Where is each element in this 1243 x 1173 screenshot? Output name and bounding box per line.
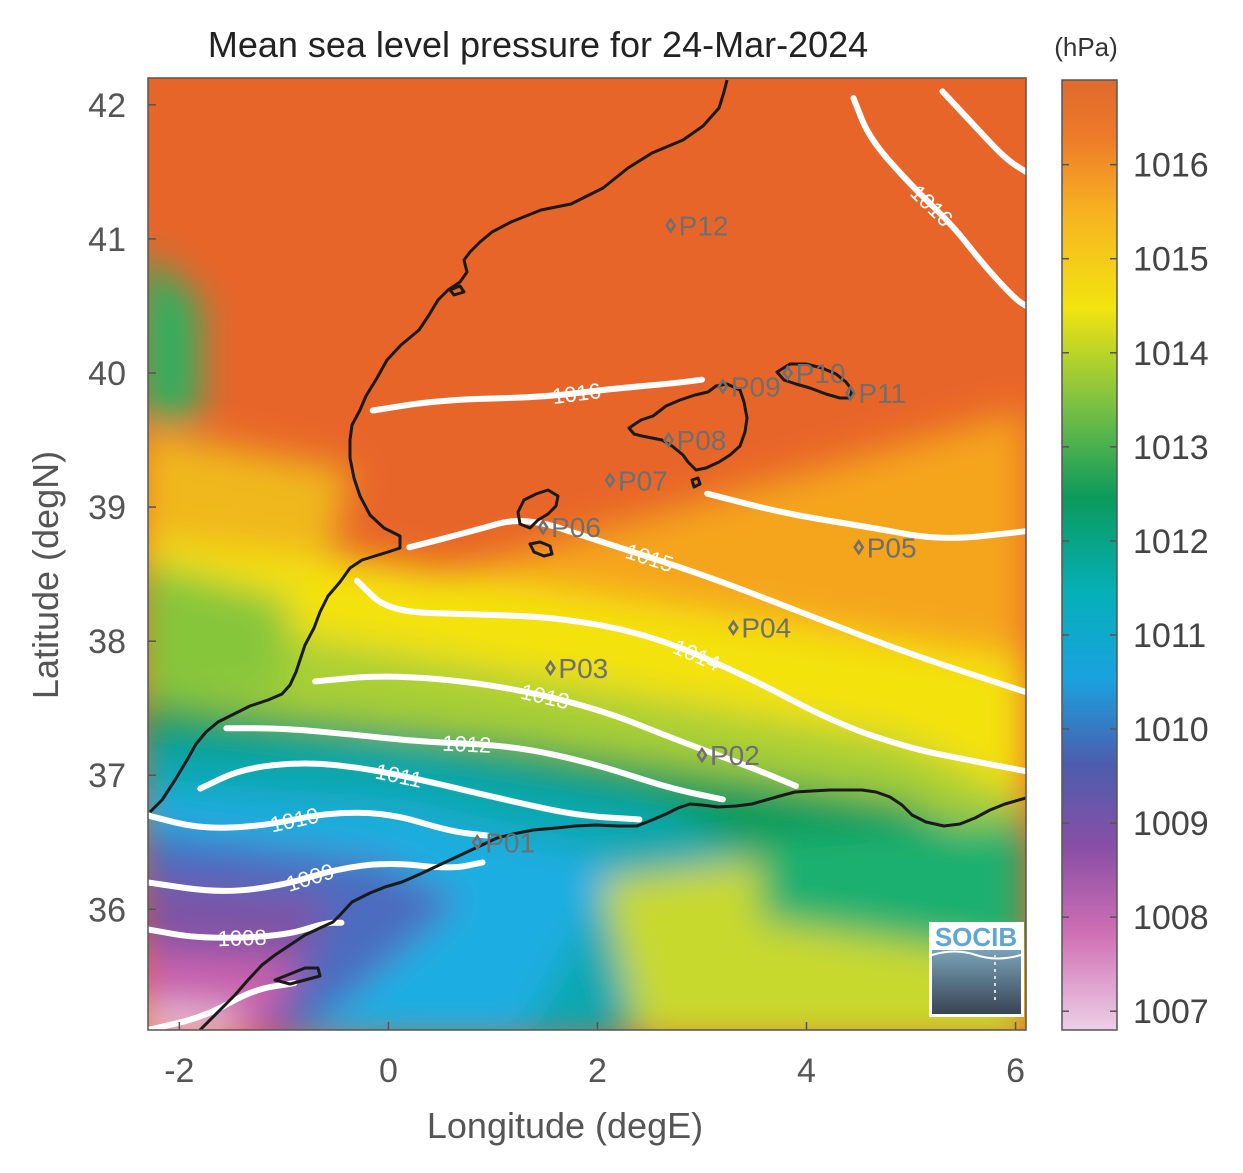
x-tick-label: -2	[164, 1052, 194, 1090]
colorbar-tick-label: 1014	[1133, 335, 1209, 373]
colorbar-tick-label: 1016	[1133, 147, 1209, 185]
isobar-1013	[312, 673, 799, 789]
chart-title: Mean sea level pressure for 24-Mar-2024	[208, 24, 868, 65]
station-label: P01	[485, 827, 535, 858]
station-marker	[663, 431, 675, 449]
y-tick-label: 36	[88, 891, 126, 929]
x-axis-ticks: -2 0 2 4 6	[164, 1022, 1025, 1090]
isobar-1014	[354, 577, 1026, 775]
colorbar: 1007 1008 1009 1010 1011 1012 1013 1014 1015 1016…	[1054, 32, 1208, 1031]
station-label: P09	[731, 371, 781, 402]
station-marker	[853, 539, 865, 556]
colorbar-ticks: 1007 1008 1009 1010 1011 1012 1013 1014 1015 1016	[1062, 147, 1209, 1031]
colorbar-tick-label: 1008	[1133, 899, 1209, 937]
isobar-label-group: 1016	[551, 378, 603, 409]
station-label: P06	[551, 512, 601, 543]
cabrera-island	[690, 476, 702, 489]
isobar-1016	[850, 95, 1026, 309]
station-marker	[665, 217, 677, 234]
station-label: P10	[796, 358, 846, 389]
isobar-1017	[939, 88, 1026, 175]
station-label: P12	[679, 210, 729, 241]
x-tick-label: 2	[588, 1052, 607, 1090]
isobar-label: 1016	[551, 378, 603, 409]
isobar-1015	[406, 518, 1026, 696]
station-label: P05	[867, 532, 917, 563]
station-label: P03	[558, 653, 608, 684]
colorbar-gradient	[1061, 79, 1118, 1031]
y-tick-label: 37	[88, 757, 126, 795]
isobar-label-group: 1008	[217, 925, 267, 952]
socib-logo: SOCIB	[929, 922, 1024, 1017]
y-tick-label: 40	[88, 355, 126, 393]
map-frame	[147, 77, 1027, 1031]
alboran-island	[273, 966, 322, 986]
x-axis-label: Longitude (degE)	[427, 1105, 703, 1146]
colorbar-tick-label: 1007	[1133, 993, 1209, 1031]
station-marker	[604, 472, 616, 489]
ibiza-island	[516, 488, 560, 530]
station-label: P02	[710, 740, 760, 771]
y-axis-ticks: 36 37 38 39 40 41 42	[88, 87, 156, 929]
y-tick-label: 39	[88, 489, 126, 527]
mallorca-island	[627, 382, 749, 472]
colorbar-tick-label: 1012	[1133, 523, 1209, 561]
isobar-label-group: 1012	[442, 731, 492, 758]
formentera-island	[528, 540, 554, 558]
x-tick-label: 4	[797, 1052, 816, 1090]
colorbar-tick-label: 1015	[1133, 241, 1209, 279]
y-tick-label: 42	[88, 87, 126, 125]
station-marker	[544, 659, 556, 677]
y-tick-label: 41	[88, 221, 126, 259]
station-marker	[717, 378, 729, 395]
station-marker	[727, 619, 739, 636]
map-area: 1008100910101011101210131014101510161016…	[147, 77, 1027, 1031]
colorbar-tick-label: 1011	[1133, 617, 1206, 655]
isobar-1016	[704, 490, 1026, 541]
isobar-1008	[148, 980, 298, 1030]
station-marker	[471, 834, 483, 851]
isobar-1008	[148, 919, 345, 941]
mainland-coastline	[148, 79, 729, 814]
station-marker	[537, 518, 549, 536]
y-axis-label: Latitude (degN)	[25, 451, 66, 699]
colorbar-tick-label: 1013	[1133, 429, 1209, 467]
x-tick-label: 6	[1006, 1052, 1025, 1090]
station-label: P11	[858, 378, 906, 409]
isobar-1010	[148, 809, 491, 839]
station-marker	[782, 364, 794, 382]
north-africa-coastline	[198, 788, 1026, 1030]
colorbar-tick-label: 1009	[1133, 805, 1209, 843]
station-label: P08	[677, 425, 727, 456]
y-tick-label: 38	[88, 623, 126, 661]
station-marker	[844, 384, 856, 402]
menorca-island	[775, 362, 854, 400]
isobar-1012	[223, 725, 726, 803]
columbretes-island	[448, 284, 466, 297]
station-marker	[696, 746, 708, 764]
pressure-field	[148, 78, 1026, 1030]
socib-logo-text: SOCIB	[935, 922, 1017, 952]
isobar-1011	[197, 760, 643, 823]
colorbar-tick-label: 1010	[1133, 711, 1209, 749]
coastlines	[148, 79, 1026, 1030]
station-label: P07	[618, 465, 668, 496]
x-tick-label: 0	[379, 1052, 398, 1090]
isobar-1009	[148, 859, 486, 894]
isobar-label: 1012	[442, 731, 492, 758]
station-label: P04	[741, 613, 791, 644]
isobar-1016	[369, 376, 705, 414]
isobar-label: 1008	[217, 925, 267, 952]
colorbar-unit-label: (hPa)	[1054, 32, 1118, 62]
